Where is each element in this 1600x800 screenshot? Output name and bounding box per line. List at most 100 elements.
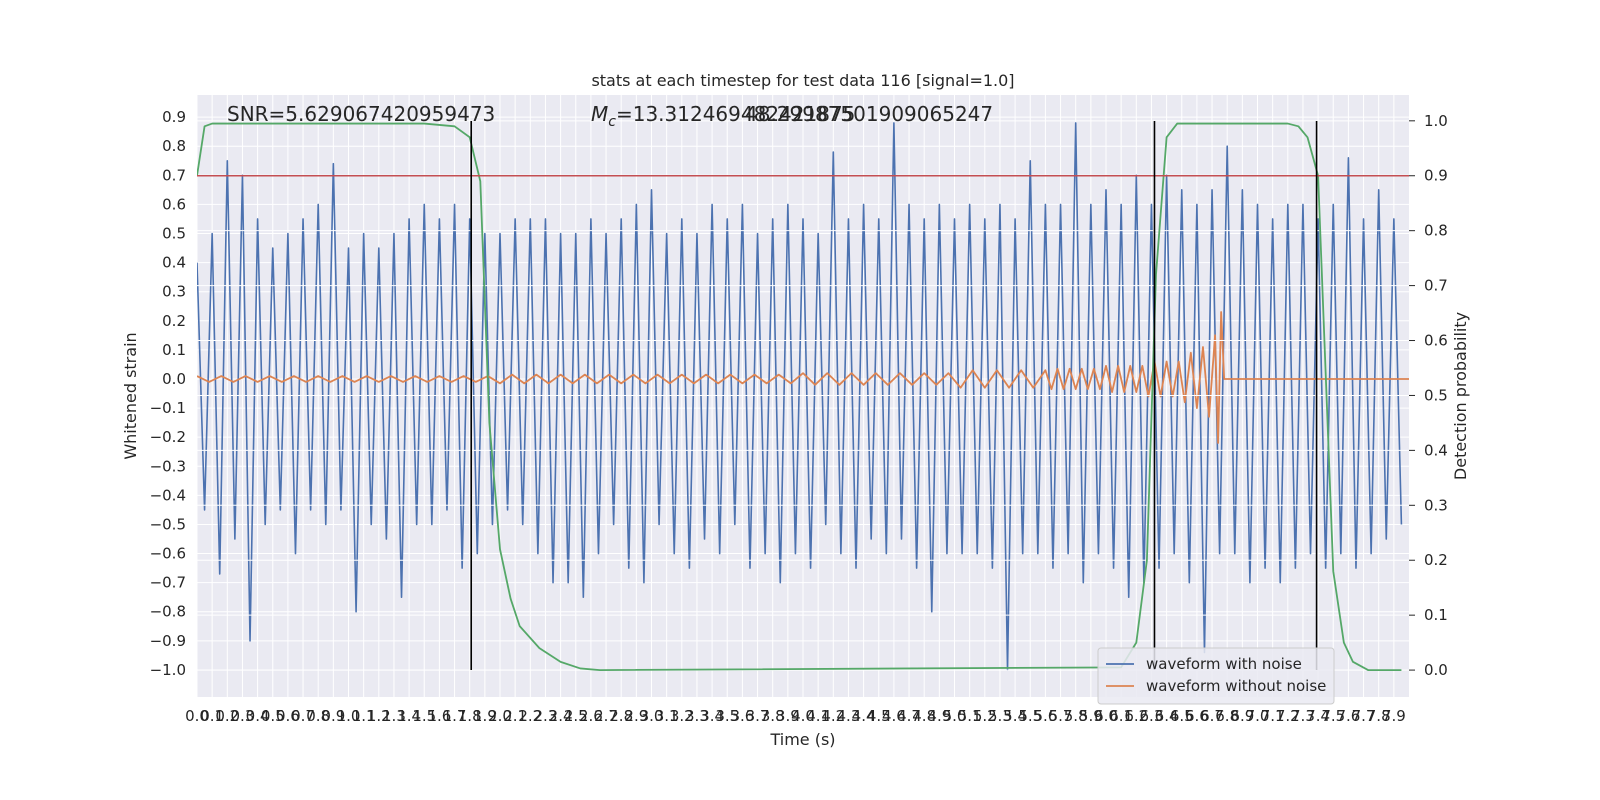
x-tick-label: 2.6 xyxy=(579,707,603,725)
x-tick-label: 0.2 xyxy=(215,707,239,725)
y2-tick-label: 0.8 xyxy=(1424,222,1448,240)
y2-tick-label: 0.9 xyxy=(1424,167,1448,185)
data-layer xyxy=(197,120,1409,671)
legend-label: waveform without noise xyxy=(1146,677,1326,695)
x-tick-label: 6.6 xyxy=(1185,707,1209,725)
x-tick-label: 3.8 xyxy=(761,707,785,725)
x-tick-label: 6.3 xyxy=(1140,707,1164,725)
y-tick-label: −0.2 xyxy=(150,428,186,446)
y-tick-label: −0.3 xyxy=(150,457,186,475)
annotation: 48.29987501909065247 xyxy=(745,102,993,126)
x-tick-label: 4.2 xyxy=(821,707,845,725)
x-tick-label: 7.1 xyxy=(1261,707,1285,725)
x-tick-label: 3.5 xyxy=(715,707,739,725)
y2-tick-label: 0.2 xyxy=(1424,551,1448,569)
y-tick-label: −0.1 xyxy=(150,399,186,417)
x-tick-label: 2.5 xyxy=(564,707,588,725)
x-tick-label: 4.8 xyxy=(912,707,936,725)
y-tick-label: 0.1 xyxy=(162,341,186,359)
x-tick-label: 1.8 xyxy=(458,707,482,725)
x-tick-label: 2.1 xyxy=(503,707,527,725)
legend-box xyxy=(1097,647,1335,705)
y-tick-label: −1.0 xyxy=(150,661,186,679)
series-line xyxy=(197,122,1403,671)
annotation-text: =13.312469482421875 xyxy=(616,102,855,126)
x-tick-label: 3.6 xyxy=(730,707,754,725)
x-tick-label: 5.7 xyxy=(1049,707,1073,725)
y-tick-label: −0.5 xyxy=(150,515,186,533)
x-tick-label: 7.7 xyxy=(1352,707,1376,725)
x-tick-label: 5.5 xyxy=(1018,707,1042,725)
x-tick-label: 4.5 xyxy=(867,707,891,725)
x-tick-label: 2.4 xyxy=(549,707,573,725)
y-tick-label: 0.8 xyxy=(162,137,186,155)
x-tick-label: 7.0 xyxy=(1246,707,1270,725)
x-tick-label: 5.8 xyxy=(1064,707,1088,725)
x-tick-label: 6.2 xyxy=(1124,707,1148,725)
x-tick-label: 6.7 xyxy=(1200,707,1224,725)
x-tick-label: 0.5 xyxy=(261,707,285,725)
y-tick-label: 0.0 xyxy=(162,370,186,388)
y-tick-label: 0.9 xyxy=(162,108,186,126)
x-tick-label: 6.8 xyxy=(1215,707,1239,725)
x-tick-label: 0.6 xyxy=(276,707,300,725)
x-tick-label: 2.2 xyxy=(518,707,542,725)
x-tick-label: 4.9 xyxy=(927,707,951,725)
x-tick-label: 7.4 xyxy=(1306,707,1330,725)
x-tick-label: 4.3 xyxy=(837,707,861,725)
y2-tick-label: 0.0 xyxy=(1424,661,1448,679)
x-tick-label: 3.1 xyxy=(655,707,679,725)
x-tick-label: 2.9 xyxy=(624,707,648,725)
y2-axis-label: Detection probability xyxy=(1451,312,1470,480)
x-tick-label: 0.1 xyxy=(200,707,224,725)
annotation-symbol: M xyxy=(591,102,608,126)
x-tick-label: 5.2 xyxy=(973,707,997,725)
y-tick-label: 0.3 xyxy=(162,283,186,301)
x-tick-label: 4.1 xyxy=(806,707,830,725)
x-tick-label: 3.2 xyxy=(670,707,694,725)
y-tick-label: −0.6 xyxy=(150,545,186,563)
x-tick-label: 5.9 xyxy=(1079,707,1103,725)
x-tick-label: 7.5 xyxy=(1321,707,1345,725)
x-tick-label: 6.9 xyxy=(1230,707,1254,725)
y2-tick-label: 0.5 xyxy=(1424,386,1448,404)
x-tick-label: 7.3 xyxy=(1291,707,1315,725)
x-tick-label: 7.2 xyxy=(1276,707,1300,725)
x-tick-label: 6.1 xyxy=(1109,707,1133,725)
x-tick-label: 6.4 xyxy=(1155,707,1179,725)
x-tick-label: 0.8 xyxy=(306,707,330,725)
x-tick-label: 4.7 xyxy=(897,707,921,725)
annotation: SNR=5.629067420959473 xyxy=(227,102,495,126)
x-tick-label: 7.6 xyxy=(1336,707,1360,725)
x-tick-label: 2.3 xyxy=(534,707,558,725)
x-tick-label: 2.8 xyxy=(609,707,633,725)
x-tick-label: 6.0 xyxy=(1094,707,1118,725)
x-tick-label: 4.4 xyxy=(852,707,876,725)
y-tick-label: 0.6 xyxy=(162,195,186,213)
x-tick-label: 1.4 xyxy=(397,707,421,725)
x-tick-label: 2.7 xyxy=(594,707,618,725)
x-tick-label: 5.6 xyxy=(1033,707,1057,725)
x-tick-label: 5.1 xyxy=(958,707,982,725)
x-tick-label: 0.7 xyxy=(291,707,315,725)
x-tick-label: 4.6 xyxy=(882,707,906,725)
under-layer xyxy=(196,95,1409,697)
x-tick-label: 5.0 xyxy=(943,707,967,725)
y-tick-label: 0.5 xyxy=(162,224,186,242)
x-tick-label: 0.0 xyxy=(185,707,209,725)
y2-tick-label: 0.1 xyxy=(1424,606,1448,624)
x-tick-label: 7.8 xyxy=(1367,707,1391,725)
chart-title: stats at each timestep for test data 116… xyxy=(591,71,1014,90)
y-tick-label: 0.2 xyxy=(162,312,186,330)
x-tick-label: 1.6 xyxy=(427,707,451,725)
y2-tick-label: 0.4 xyxy=(1424,441,1448,459)
y-axis-label: Whitened strain xyxy=(121,332,140,459)
y-tick-label: −0.4 xyxy=(150,486,186,504)
x-tick-label: 4.0 xyxy=(791,707,815,725)
x-tick-label: 6.5 xyxy=(1170,707,1194,725)
legend-label: waveform with noise xyxy=(1146,655,1302,673)
annotation-subscript: c xyxy=(608,114,616,130)
y-tick-label: −0.7 xyxy=(150,574,186,592)
y-tick-label: −0.9 xyxy=(150,632,186,650)
